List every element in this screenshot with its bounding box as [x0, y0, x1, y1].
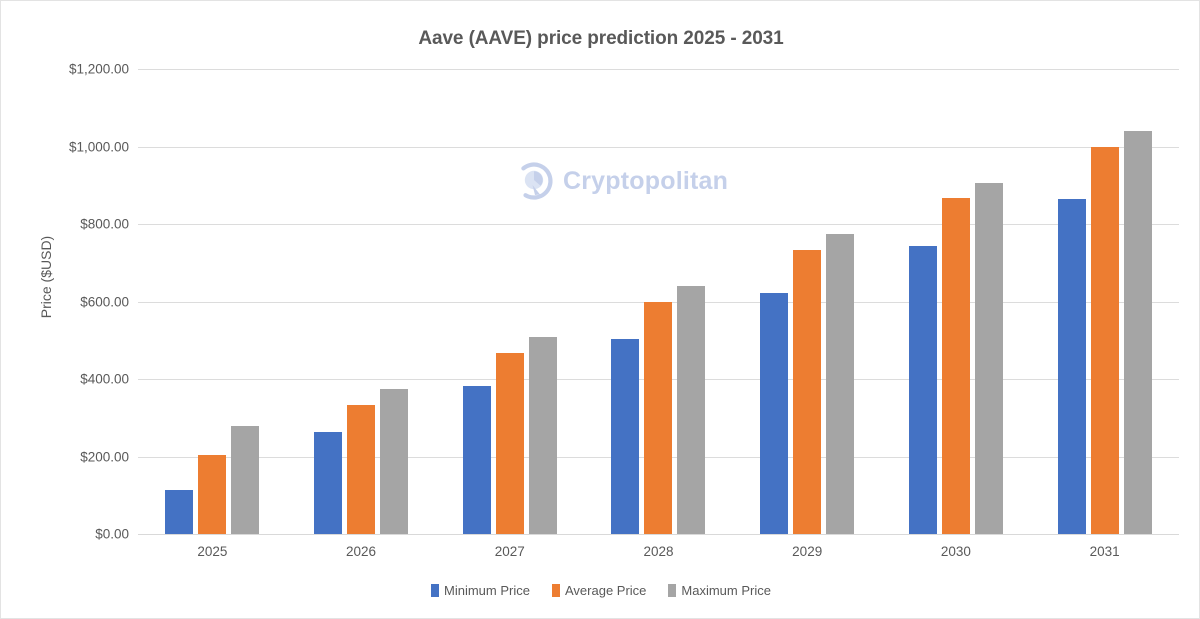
bar-group-2029	[733, 69, 882, 534]
bar-2026-minimum-price[interactable]	[314, 432, 343, 534]
bar-2028-average-price[interactable]	[644, 301, 673, 534]
legend-item-average-price[interactable]: Average Price	[551, 583, 647, 598]
bar-2030-average-price[interactable]	[941, 198, 970, 534]
bar-2025-average-price[interactable]	[198, 454, 227, 534]
y-axis-tick-label: $200.00	[80, 449, 129, 464]
y-axis-tick-label: $1,000.00	[68, 139, 129, 154]
chart-title: Aave (AAVE) price prediction 2025 - 2031	[418, 28, 784, 49]
bar-2030-maximum-price[interactable]	[974, 182, 1003, 534]
x-axis-tick-label-2029: 2029	[792, 544, 823, 559]
legend-label: Average Price	[564, 583, 647, 598]
gridline	[138, 69, 1179, 70]
bar-group-2026	[287, 69, 436, 534]
bar-2028-maximum-price[interactable]	[677, 286, 706, 534]
legend-swatch-icon	[551, 584, 560, 597]
y-axis-tick-labels: $1,200.00 $1,000.00 $800.00 $600.00 $400.00 $…	[1, 62, 129, 542]
gridline	[138, 146, 1179, 148]
bar-2031-minimum-price[interactable]	[1057, 199, 1086, 534]
legend-item-minimum-price[interactable]: Minimum Price	[431, 583, 530, 598]
y-axis-tick-label: $1,200.00	[68, 61, 129, 77]
legend-label: Maximum Price	[681, 583, 771, 598]
bar-2025-maximum-price[interactable]	[231, 426, 260, 534]
bar-group-2031	[1030, 69, 1179, 534]
bar-2025-minimum-price[interactable]	[165, 490, 194, 534]
bar-2029-average-price[interactable]	[793, 250, 822, 534]
bar-group-2025	[138, 69, 287, 534]
bar-2029-maximum-price[interactable]	[826, 234, 855, 534]
bar-2027-maximum-price[interactable]	[528, 337, 557, 534]
y-axis-tick-label: $800.00	[80, 216, 129, 232]
bar-2029-minimum-price[interactable]	[760, 292, 789, 534]
legend-swatch-icon	[431, 584, 440, 597]
y-axis-tick-label: $600.00	[80, 294, 129, 309]
chart-legend: Minimum Price Average Price Maximum Price	[1, 583, 1199, 598]
x-axis-tick-label-2027: 2027	[494, 544, 525, 559]
bar-group-2028	[584, 69, 733, 534]
x-axis-tick-label-2025: 2025	[197, 544, 228, 559]
legend-swatch-icon	[668, 584, 677, 597]
bar-2026-average-price[interactable]	[347, 405, 376, 534]
x-axis-tick-label-2026: 2026	[346, 544, 377, 559]
bar-2031-maximum-price[interactable]	[1123, 131, 1152, 534]
gridline	[138, 224, 1179, 225]
plot-area	[138, 69, 1179, 535]
bar-2028-minimum-price[interactable]	[611, 338, 640, 534]
y-axis-tick-label: $0.00	[95, 526, 129, 542]
bar-2027-average-price[interactable]	[495, 352, 524, 534]
bar-group-2030	[882, 69, 1031, 534]
bar-2027-minimum-price[interactable]	[462, 385, 491, 534]
y-axis-tick-label: $400.00	[80, 371, 129, 387]
x-axis-line	[138, 534, 1179, 535]
x-axis-tick-label-2031: 2031	[1089, 544, 1120, 559]
x-axis-tick-label-2028: 2028	[643, 544, 674, 559]
bar-2026-maximum-price[interactable]	[380, 389, 409, 534]
bar-2030-minimum-price[interactable]	[908, 245, 937, 534]
bar-group-2027	[435, 69, 584, 534]
bar-2031-average-price[interactable]	[1090, 146, 1119, 534]
legend-item-maximum-price[interactable]: Maximum Price	[668, 583, 771, 598]
legend-label: Minimum Price	[444, 583, 530, 598]
x-axis-tick-label-2030: 2030	[940, 544, 971, 559]
